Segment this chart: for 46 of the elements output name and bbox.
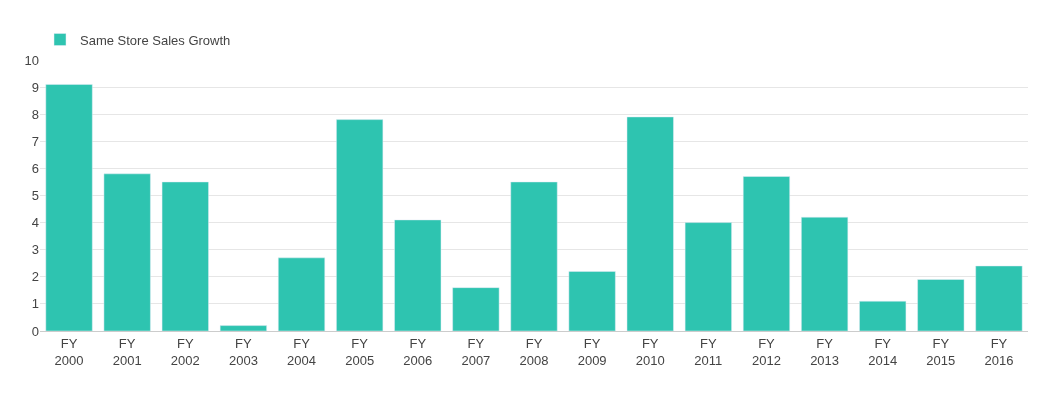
x-tick-label: FY 2011 (694, 335, 723, 368)
y-tick-label: 7 (31, 133, 39, 149)
y-tick-label: 5 (31, 188, 39, 204)
x-tick-label: FY 2002 (170, 335, 200, 368)
x-tick-label: FY 2005 (345, 335, 375, 368)
x-tick-label: FY 2009 (577, 335, 607, 368)
bar (161, 181, 209, 331)
bar (45, 84, 93, 331)
legend-label: Same Store Sales Growth (80, 32, 231, 48)
bar (684, 222, 732, 331)
bar (394, 219, 442, 331)
y-tick-label: 10 (24, 52, 39, 68)
x-tick-label: FY 2003 (228, 335, 258, 368)
x-tick-label: FY 2014 (868, 335, 898, 368)
bar (859, 300, 907, 331)
bar (336, 119, 384, 331)
x-tick-label: FY 2012 (752, 335, 781, 368)
x-tick-label: FY 2007 (461, 335, 491, 368)
x-tick-label: FY 2010 (635, 335, 665, 368)
x-tick-label: FY 2006 (403, 335, 433, 368)
y-tick-label: 3 (31, 242, 39, 258)
y-tick-label: 4 (31, 215, 39, 231)
bar (568, 271, 616, 331)
x-tick-label: FY 2004 (287, 335, 316, 368)
bar (510, 181, 558, 331)
bar (917, 279, 965, 331)
y-tick-label: 1 (31, 296, 39, 312)
y-tick-label: 9 (31, 79, 39, 95)
bar (219, 325, 267, 331)
y-tick-label: 2 (31, 269, 39, 285)
bar (801, 216, 849, 331)
x-tick-label: FY 2016 (984, 335, 1014, 368)
x-tick-label: FY 2013 (810, 335, 840, 368)
bar (742, 176, 790, 331)
x-tick-label: FY 2008 (519, 335, 549, 368)
bar (103, 173, 151, 331)
bar (452, 287, 500, 331)
x-tick-label: FY 2015 (926, 335, 956, 368)
bar (975, 265, 1023, 331)
y-tick-label: 0 (31, 323, 39, 339)
x-tick-label: FY 2000 (54, 335, 84, 368)
x-tick-label: FY 2001 (112, 335, 142, 368)
bar (626, 116, 674, 331)
y-tick-label: 8 (31, 106, 39, 122)
bar (278, 257, 326, 331)
y-tick-label: 6 (31, 160, 39, 176)
